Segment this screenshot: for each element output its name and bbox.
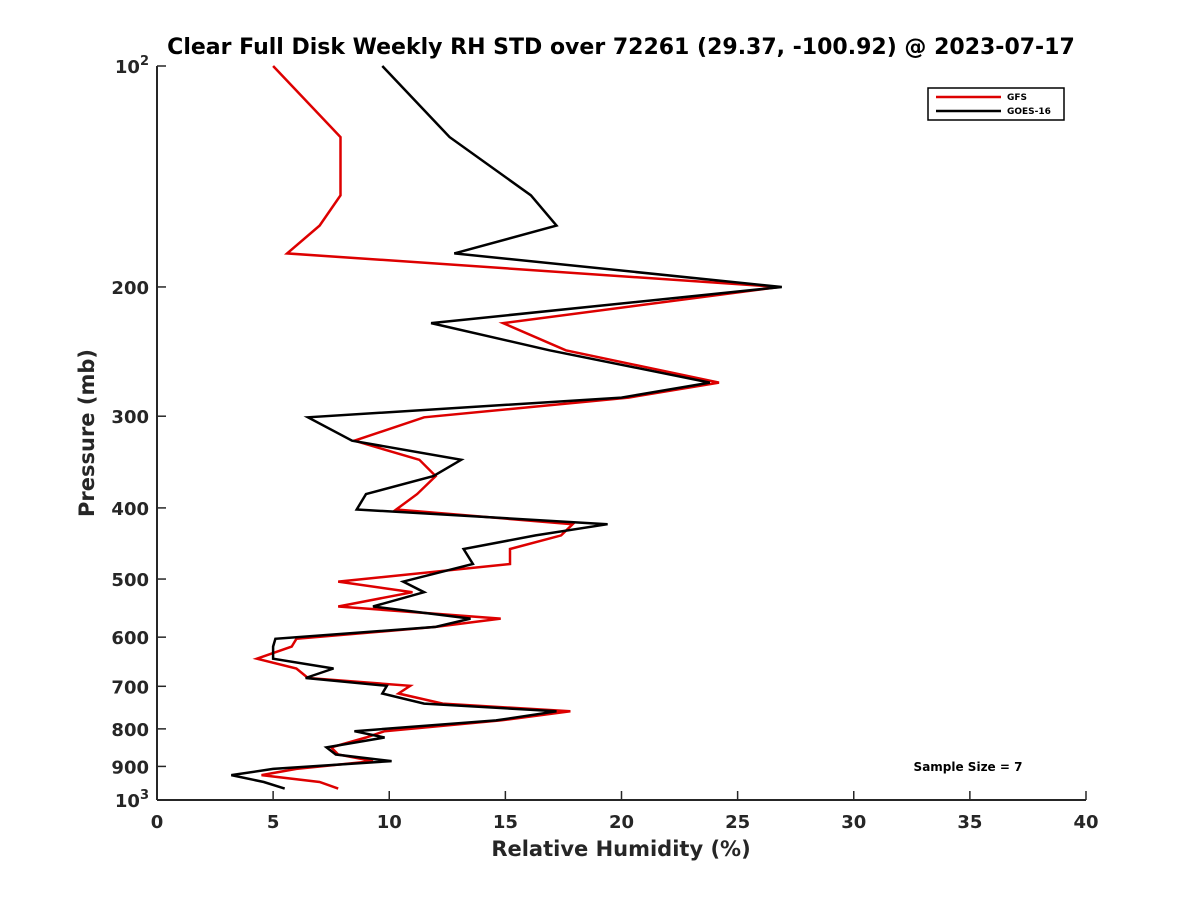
y-tick-label: 700 xyxy=(111,677,149,698)
sample-size-annotation: Sample Size = 7 xyxy=(914,760,1023,774)
x-axis-label: Relative Humidity (%) xyxy=(491,837,750,861)
series-layer xyxy=(231,65,782,790)
y-tick-label: 500 xyxy=(111,570,149,591)
x-tick-label: 35 xyxy=(957,812,982,833)
y-tick-label: 900 xyxy=(111,757,149,778)
x-tick-label: 40 xyxy=(1073,812,1098,833)
legend-label-goes-16: GOES-16 xyxy=(1007,107,1051,117)
y-tick-label: 200 xyxy=(111,278,149,299)
x-tick-label: 25 xyxy=(725,812,750,833)
chart-title: Clear Full Disk Weekly RH STD over 72261… xyxy=(167,35,1075,60)
y-tick-label: 400 xyxy=(111,499,149,520)
y-tick-label: 800 xyxy=(111,720,149,741)
x-tick-label: 30 xyxy=(841,812,866,833)
x-tick-label: 20 xyxy=(609,812,634,833)
y-tick-label: 300 xyxy=(111,407,149,428)
y-tick-label: 600 xyxy=(111,628,149,649)
series-line-gfs xyxy=(252,65,780,790)
legend-box xyxy=(927,87,1065,121)
x-tick-label: 0 xyxy=(151,812,164,833)
x-tick-label: 10 xyxy=(377,812,402,833)
x-tick-label: 15 xyxy=(493,812,518,833)
series-line-goes-16 xyxy=(231,65,782,790)
legend-label-gfs: GFS xyxy=(1007,93,1027,103)
x-tick-layer: 0 5 10 15 20 25 30 35 40 xyxy=(151,791,1099,833)
legend: GFS GOES-16 xyxy=(927,87,1065,121)
y-axis-label: Pressure (mb) xyxy=(75,349,99,517)
x-tick-label: 5 xyxy=(267,812,280,833)
